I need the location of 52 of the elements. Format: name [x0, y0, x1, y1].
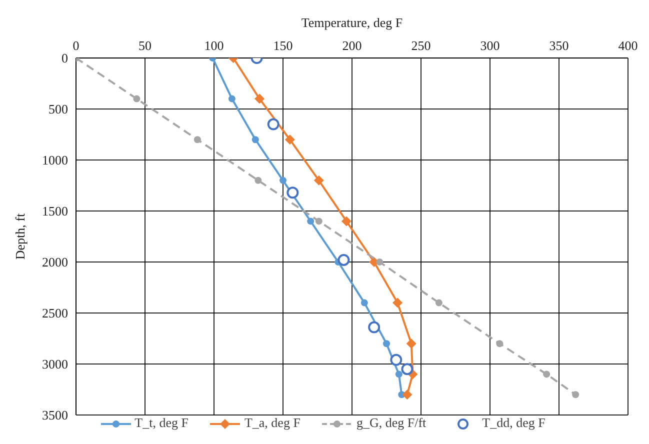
legend-label: T_a, deg F — [243, 415, 300, 431]
point — [376, 258, 384, 266]
y-tick-label: 0 — [62, 50, 68, 66]
y-tick-label: 2000 — [42, 254, 68, 270]
x-axis-title: Temperature, deg F — [301, 15, 403, 30]
point — [228, 95, 236, 102]
point — [315, 218, 322, 225]
legend-label: T_t, deg F — [134, 415, 188, 431]
point — [254, 94, 265, 104]
point — [284, 134, 295, 145]
legend-label: T_dd, deg F — [481, 415, 546, 431]
x-tick-label: 400 — [618, 38, 638, 53]
y-tick-label: 3500 — [42, 408, 68, 423]
point — [254, 176, 262, 184]
point — [133, 95, 140, 102]
point — [572, 391, 580, 398]
point — [341, 216, 352, 226]
point — [360, 299, 368, 306]
point — [496, 340, 504, 348]
point — [406, 338, 416, 349]
y-axis-title: Depth, ft — [12, 213, 28, 260]
point — [267, 118, 280, 130]
point — [402, 390, 412, 400]
point — [390, 354, 402, 366]
legend-label: g_G, deg F/ft — [355, 415, 426, 431]
point — [368, 321, 380, 334]
point — [252, 136, 259, 144]
y-tick-label: 500 — [48, 102, 68, 117]
x-tick-label: 50 — [138, 38, 152, 53]
point — [194, 136, 201, 144]
x-tick-label: 100 — [204, 38, 224, 53]
point — [280, 176, 286, 184]
x-tick-label: 250 — [411, 38, 431, 53]
x-tick-label: 150 — [273, 38, 293, 53]
x-tick-label: 0 — [72, 38, 80, 53]
y-tick-label: 1000 — [42, 152, 68, 168]
point — [392, 298, 403, 308]
point — [395, 370, 402, 378]
point — [286, 186, 299, 199]
point — [543, 370, 550, 378]
point — [338, 254, 350, 266]
x-tick-label: 200 — [342, 38, 362, 53]
point — [307, 218, 314, 225]
x-tick-label: 300 — [480, 38, 500, 53]
y-tick-label: 3000 — [42, 356, 68, 372]
x-tick-label: 350 — [549, 38, 569, 53]
y-tick-label: 2500 — [42, 306, 68, 321]
point — [383, 340, 390, 348]
point — [314, 175, 324, 186]
point — [435, 299, 442, 306]
y-tick-label: 1500 — [42, 204, 68, 219]
point — [401, 363, 414, 376]
